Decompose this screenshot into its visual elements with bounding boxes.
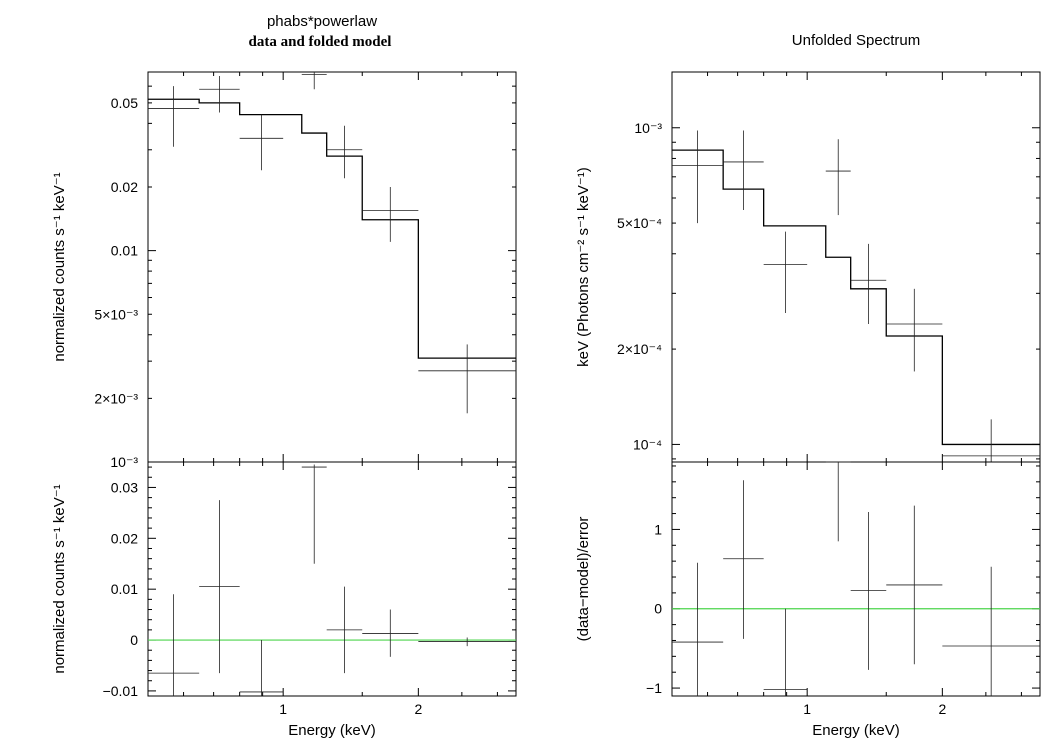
panel-frame [147, 461, 517, 697]
data-point [763, 608, 808, 696]
y-tick-label: 5×10⁻³ [94, 306, 138, 322]
data-point [148, 86, 200, 147]
y-tick-label: 0.02 [111, 530, 138, 546]
data-point [199, 76, 240, 113]
data-point [326, 125, 363, 179]
model-step-line [148, 98, 516, 359]
y-tick-label: −1 [646, 680, 662, 696]
data-point [239, 640, 284, 696]
y-tick-label: 0.05 [111, 95, 138, 111]
panel-right-top: 10⁻³ 5×10⁻⁴ 2×10⁻⁴ 10⁻⁴ keV (Photons cm⁻² s⁻… [575, 32, 1041, 463]
data-point [942, 419, 1040, 462]
data-point [825, 461, 851, 542]
data-point [850, 243, 887, 325]
data-point [886, 288, 943, 372]
data-point [362, 609, 419, 657]
x-tick-label: 2 [414, 701, 422, 717]
y-tick-label: 2×10⁻⁴ [617, 341, 662, 357]
data-point [199, 500, 240, 674]
y-tick-label: 10⁻⁴ [633, 436, 662, 452]
data-point [886, 505, 943, 665]
y-tick-label: 2×10⁻³ [94, 390, 138, 406]
y-tick-label: 0.03 [111, 479, 138, 495]
panel-right-bottom: 1 0 −1 1 2 (data−model)/error Energy (keV) [575, 461, 1041, 739]
data-point [825, 139, 851, 216]
y-tick-label: 0.02 [111, 179, 138, 195]
data-point [362, 187, 419, 242]
data-point [301, 464, 327, 564]
data-point [763, 231, 808, 314]
data-point [723, 480, 764, 639]
y-tick-label: 0 [130, 632, 138, 648]
y-tick-label: 10⁻³ [634, 120, 662, 136]
y-tick-label: −0.01 [103, 683, 139, 699]
y-tick-label: 1 [654, 521, 662, 537]
x-axis-label: Energy (keV) [288, 722, 376, 739]
data-point [672, 130, 724, 224]
data-point [148, 594, 200, 696]
panel-left-bottom: 0.03 0.02 0.01 0 −0.01 1 2 normalized counts s⁻… [51, 461, 517, 739]
y-tick-label: 5×10⁻⁴ [617, 215, 662, 231]
panel-frame [671, 461, 1041, 697]
data-point [850, 511, 887, 670]
chart-title: Unfolded Spectrum [792, 32, 920, 49]
y-tick-label: 0.01 [111, 581, 138, 597]
x-tick-label: 1 [803, 701, 811, 717]
x-axis-label: Energy (keV) [812, 722, 900, 739]
y-tick-label: 0.01 [111, 243, 138, 259]
model-step-line [672, 149, 1040, 446]
chart-title: phabs*powerlaw [267, 13, 377, 30]
data-point [418, 637, 516, 647]
panel-frame [147, 71, 517, 463]
data-point [301, 72, 327, 90]
y-axis-label: keV (Photons cm⁻² s⁻¹ keV⁻¹) [575, 167, 592, 367]
x-tick-label: 2 [938, 701, 946, 717]
data-point [942, 566, 1040, 696]
y-axis-label: normalized counts s⁻¹ keV⁻¹ [51, 484, 68, 673]
chart-subtitle: data and folded model [249, 34, 392, 50]
data-point [418, 344, 516, 414]
data-point [239, 114, 284, 171]
data-point [672, 562, 724, 696]
data-point [326, 586, 363, 674]
y-tick-label: 0 [654, 601, 662, 617]
y-axis-label: (data−model)/error [575, 517, 592, 642]
panel-frame [671, 71, 1041, 463]
y-axis-label: normalized counts s⁻¹ keV⁻¹ [51, 172, 68, 361]
x-tick-label: 1 [279, 701, 287, 717]
y-tick-label: 10⁻³ [110, 454, 138, 470]
panel-left-top: 0.05 0.02 0.01 5×10⁻³ 2×10⁻³ 10⁻³ normalized c… [51, 13, 517, 470]
data-point [723, 130, 764, 210]
